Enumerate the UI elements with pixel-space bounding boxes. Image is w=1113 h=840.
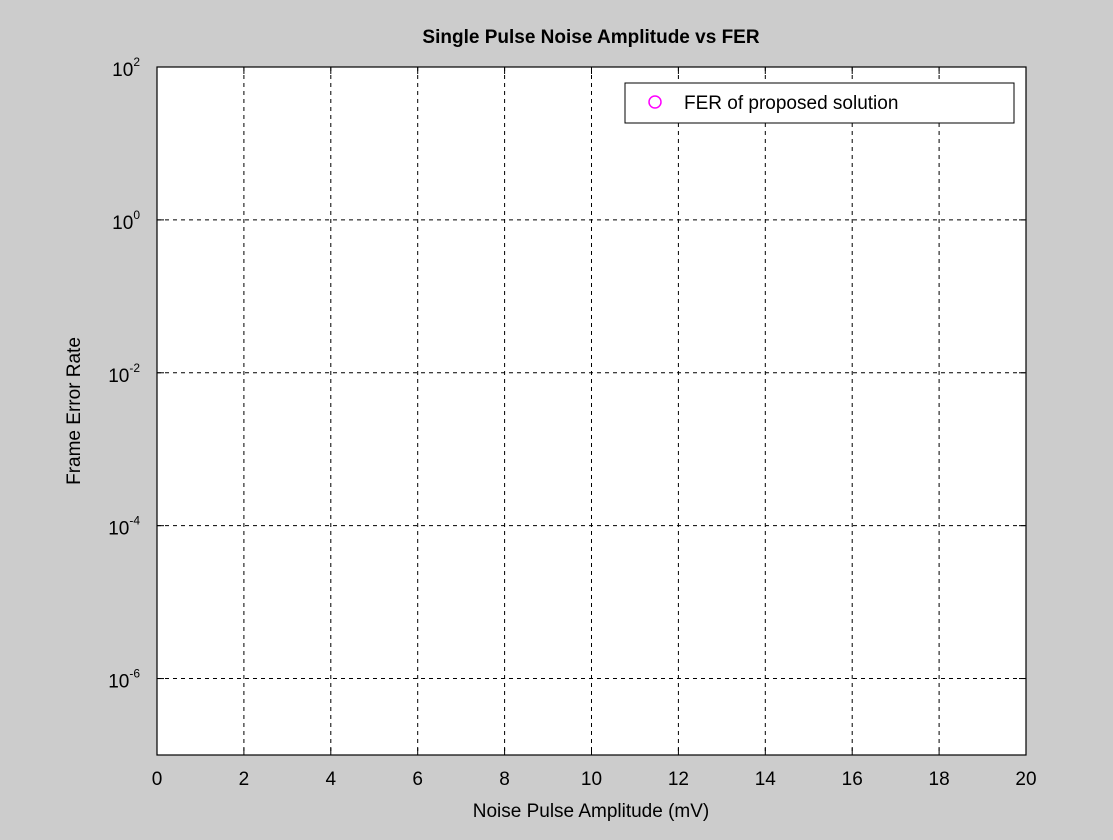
x-tick-label: 6: [412, 769, 423, 790]
legend: FER of proposed solution: [624, 82, 1015, 124]
x-tick-label: 8: [499, 769, 510, 790]
x-axis-label: Noise Pulse Amplitude (mV): [473, 801, 710, 822]
x-tick-label: 0: [152, 769, 163, 790]
x-tick-label: 18: [929, 769, 950, 790]
chart-title: Single Pulse Noise Amplitude vs FER: [422, 27, 759, 48]
x-tick-label: 20: [1015, 769, 1036, 790]
y-tick-label: 102: [112, 55, 140, 81]
x-tick-labels: 0 2 4 6 8 10 12 14 16 18 20: [152, 769, 1037, 790]
legend-entry-label: FER of proposed solution: [684, 93, 898, 114]
legend-box: [624, 82, 1015, 124]
y-tick-label: 10-2: [108, 361, 140, 387]
x-tick-label: 16: [842, 769, 863, 790]
x-tick-label: 4: [326, 769, 337, 790]
y-tick-label: 10-6: [108, 667, 140, 693]
x-tick-label: 2: [239, 769, 250, 790]
x-tick-label: 14: [755, 769, 777, 790]
x-tick-label: 10: [581, 769, 602, 790]
y-axis-label: Frame Error Rate: [64, 337, 85, 485]
y-tick-label: 10-4: [108, 514, 140, 540]
y-tick-label: 100: [112, 208, 140, 234]
ticks: [156, 66, 1027, 755]
y-tick-labels: 10-6 10-4 10-2 100 102: [108, 55, 140, 693]
legend-marker-circle: [648, 95, 662, 109]
grid: [157, 67, 1026, 755]
x-tick-label: 12: [668, 769, 689, 790]
